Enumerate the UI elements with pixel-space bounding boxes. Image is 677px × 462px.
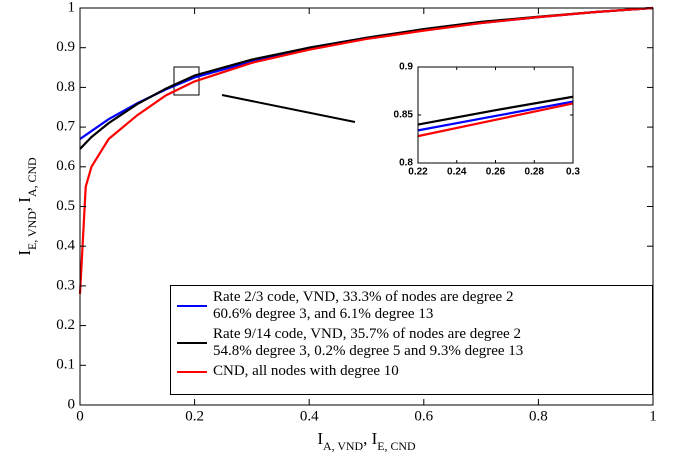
legend-swatch [177, 370, 207, 373]
x-tick-label: 0.22 [408, 167, 428, 178]
series-line [78, 6, 654, 294]
legend-entry: CND, all nodes with degree 10 [171, 363, 652, 380]
legend-label: Rate 2/3 code, VND, 33.3% of nodes are d… [213, 289, 514, 322]
x-tick-label: 0.6 [414, 408, 433, 424]
y-tick-label: 0.7 [56, 119, 75, 135]
y-tick-label: 0.9 [399, 62, 413, 73]
y-tick-label: 0.6 [56, 158, 75, 174]
legend-label: Rate 9/14 code, VND, 35.7% of nodes are … [213, 326, 524, 359]
zoom-pointer [221, 94, 356, 123]
x-tick-label: 1 [649, 408, 657, 424]
y-tick-label: 0.85 [394, 110, 414, 121]
axis-label-subscript: A, VND [323, 439, 363, 453]
axis-label: IA, VND, IE, CND [317, 429, 416, 453]
x-tick-label: 0.24 [447, 167, 467, 178]
y-tick-label: 0.3 [56, 277, 75, 293]
x-tick-label: 0 [76, 408, 84, 424]
x-tick-label: 0.3 [566, 167, 580, 178]
y-tick-label: 0.8 [399, 158, 413, 169]
axis-label-part: , I [15, 197, 34, 212]
x-tick-label: 0.4 [300, 408, 319, 424]
legend-label: CND, all nodes with degree 10 [213, 363, 399, 379]
x-tick-label: 0.8 [529, 408, 548, 424]
x-tick-label: 0.2 [185, 408, 204, 424]
axis-label-subscript: E, VND [25, 211, 39, 250]
x-tick-label: 0.26 [486, 167, 506, 178]
series-line [417, 95, 574, 126]
y-tick-label: 0.4 [56, 238, 75, 254]
y-tick-label: 0.9 [56, 39, 75, 55]
y-tick-label: 0.8 [56, 79, 75, 95]
axis-label-part: , I [363, 429, 378, 448]
x-tick-label: 0.28 [525, 167, 545, 178]
y-tick-label: 1 [68, 0, 76, 15]
legend-entry: Rate 9/14 code, VND, 35.7% of nodes are … [171, 326, 652, 360]
axis-label: IE, VND, IA, CND [15, 157, 39, 256]
axis-label-part: I [317, 429, 323, 448]
y-tick-label: 0.5 [56, 198, 75, 214]
axis-label-part: I [15, 250, 34, 256]
legend-entry: Rate 2/3 code, VND, 33.3% of nodes are d… [171, 289, 652, 323]
axis-label-subscript: A, CND [25, 157, 39, 197]
y-tick-label: 0.1 [56, 357, 75, 373]
series-line [417, 102, 574, 138]
legend-swatch [177, 305, 207, 307]
y-tick-label: 0.2 [56, 317, 75, 333]
y-tick-label: 0 [68, 396, 76, 412]
legend: Rate 2/3 code, VND, 33.3% of nodes are d… [170, 285, 653, 395]
legend-swatch [177, 342, 207, 344]
axis-label-subscript: E, CND [377, 439, 416, 453]
series-line [417, 100, 574, 132]
